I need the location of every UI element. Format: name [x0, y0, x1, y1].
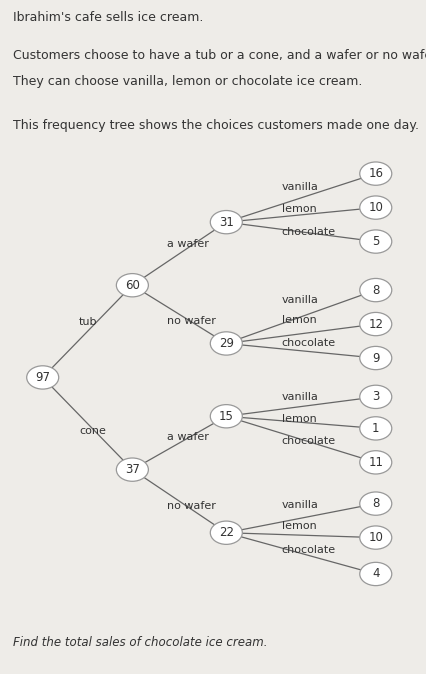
Text: lemon: lemon [281, 414, 316, 424]
Text: 37: 37 [125, 463, 139, 476]
Text: 22: 22 [218, 526, 233, 539]
Text: 10: 10 [368, 531, 382, 544]
Ellipse shape [359, 196, 391, 219]
Text: 3: 3 [371, 390, 379, 403]
Ellipse shape [359, 451, 391, 474]
Text: 8: 8 [371, 497, 379, 510]
Text: 31: 31 [219, 216, 233, 228]
Text: chocolate: chocolate [281, 227, 335, 237]
Ellipse shape [359, 386, 391, 408]
Ellipse shape [359, 526, 391, 549]
Ellipse shape [210, 332, 242, 355]
Text: lemon: lemon [281, 522, 316, 531]
Ellipse shape [210, 404, 242, 428]
Ellipse shape [359, 313, 391, 336]
Ellipse shape [116, 274, 148, 297]
Text: This frequency tree shows the choices customers made one day.: This frequency tree shows the choices cu… [13, 119, 418, 131]
Ellipse shape [359, 562, 391, 586]
Text: Find the total sales of chocolate ice cream.: Find the total sales of chocolate ice cr… [13, 636, 267, 649]
Text: 12: 12 [367, 317, 383, 330]
Text: 9: 9 [371, 352, 379, 365]
Ellipse shape [116, 458, 148, 481]
Text: no wafer: no wafer [166, 315, 215, 326]
Text: 5: 5 [371, 235, 379, 248]
Text: lemon: lemon [281, 315, 316, 325]
Text: a wafer: a wafer [166, 431, 208, 441]
Text: 1: 1 [371, 422, 379, 435]
Text: 29: 29 [218, 337, 233, 350]
Ellipse shape [359, 278, 391, 302]
Text: 60: 60 [125, 279, 139, 292]
Ellipse shape [359, 346, 391, 369]
Ellipse shape [359, 230, 391, 253]
Text: 10: 10 [368, 201, 382, 214]
Ellipse shape [210, 210, 242, 234]
Ellipse shape [359, 417, 391, 440]
Text: a wafer: a wafer [166, 239, 208, 249]
Text: 4: 4 [371, 568, 379, 580]
Text: vanilla: vanilla [281, 392, 318, 402]
Text: Customers choose to have a tub or a cone, and a wafer or no wafer.: Customers choose to have a tub or a cone… [13, 49, 426, 61]
Ellipse shape [210, 521, 242, 545]
Text: chocolate: chocolate [281, 545, 335, 555]
Text: no wafer: no wafer [166, 501, 215, 511]
Text: They can choose vanilla, lemon or chocolate ice cream.: They can choose vanilla, lemon or chocol… [13, 75, 361, 88]
Text: 97: 97 [35, 371, 50, 384]
Text: chocolate: chocolate [281, 338, 335, 348]
Text: 8: 8 [371, 284, 379, 297]
Text: chocolate: chocolate [281, 437, 335, 446]
Text: 15: 15 [219, 410, 233, 423]
Ellipse shape [359, 162, 391, 185]
Text: 16: 16 [367, 167, 383, 180]
Ellipse shape [27, 366, 59, 389]
Text: tub: tub [79, 317, 97, 327]
Text: Ibrahim's cafe sells ice cream.: Ibrahim's cafe sells ice cream. [13, 11, 203, 24]
Text: lemon: lemon [281, 204, 316, 214]
Text: vanilla: vanilla [281, 499, 318, 510]
Text: vanilla: vanilla [281, 182, 318, 192]
Text: vanilla: vanilla [281, 295, 318, 305]
Ellipse shape [359, 492, 391, 515]
Text: 11: 11 [367, 456, 383, 469]
Text: cone: cone [79, 426, 106, 436]
